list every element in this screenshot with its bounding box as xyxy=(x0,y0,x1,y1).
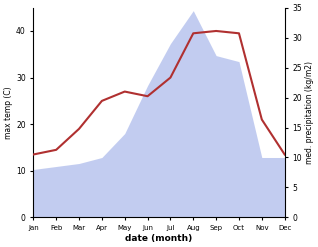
Y-axis label: max temp (C): max temp (C) xyxy=(4,86,13,139)
Y-axis label: med. precipitation (kg/m2): med. precipitation (kg/m2) xyxy=(305,61,314,164)
X-axis label: date (month): date (month) xyxy=(125,234,193,243)
